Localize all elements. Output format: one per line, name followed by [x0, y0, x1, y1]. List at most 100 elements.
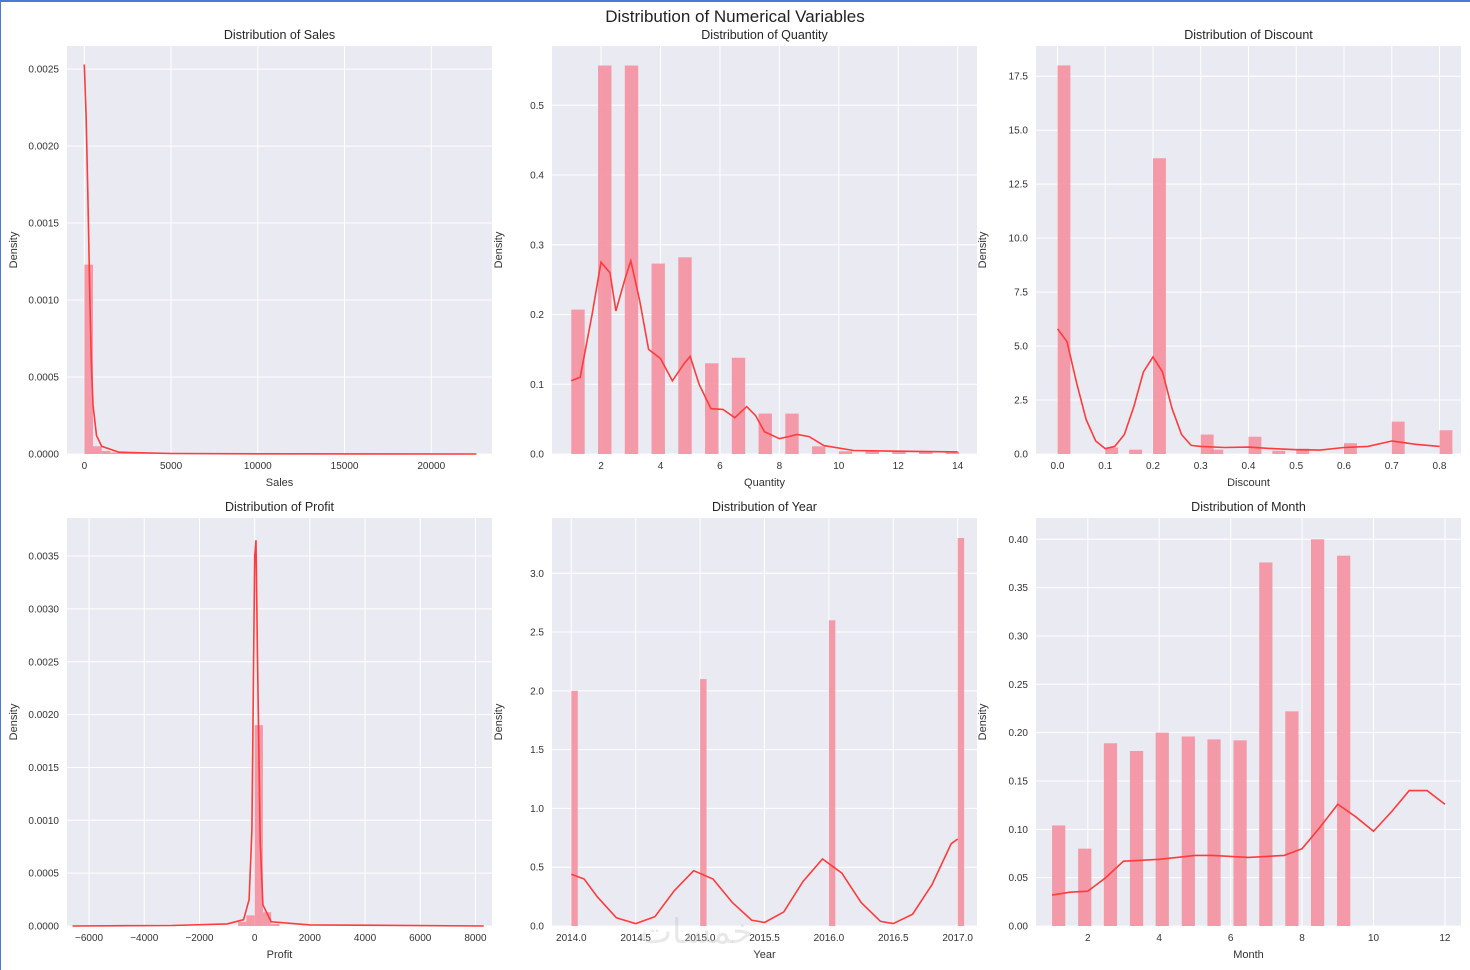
histogram-bar — [785, 413, 799, 454]
y-axis-label: Density — [8, 703, 20, 740]
x-tick-label: 10 — [1368, 933, 1380, 944]
histogram-bar — [957, 537, 965, 926]
x-tick-label: 10 — [833, 461, 845, 472]
y-axis-label: Density — [977, 231, 989, 268]
histogram-bar — [1296, 448, 1310, 454]
panel-title: Distribution of Sales — [224, 28, 335, 42]
histogram-bar — [571, 690, 578, 926]
histogram-bar — [1155, 732, 1169, 926]
plot-area — [1036, 518, 1461, 926]
y-tick-label: 2.5 — [1014, 396, 1028, 407]
histogram-bar — [945, 451, 960, 454]
histogram-bar — [571, 309, 585, 454]
histogram-bar — [624, 65, 639, 455]
panel-title: Distribution of Month — [1191, 500, 1306, 514]
x-tick-label: 2014.0 — [556, 933, 587, 944]
y-tick-label: 0.1 — [530, 380, 544, 391]
histogram-bar — [101, 450, 111, 454]
x-tick-label: 15000 — [331, 461, 359, 472]
histogram-bar — [828, 620, 836, 926]
histogram-bar — [1057, 65, 1071, 454]
histogram-bar — [1248, 436, 1262, 454]
y-tick-label: 15.0 — [1009, 126, 1029, 137]
histogram-bar — [700, 679, 707, 926]
x-tick-label: 2017.0 — [942, 933, 973, 944]
x-tick-label: 2 — [598, 461, 604, 472]
x-tick-label: 14 — [952, 461, 964, 472]
y-tick-label: 0.00 — [1009, 922, 1029, 933]
x-tick-label: 0.3 — [1194, 461, 1208, 472]
histogram-bar — [1285, 711, 1299, 926]
histogram-bar — [1105, 447, 1119, 454]
x-axis-label: Year — [753, 949, 776, 961]
histogram-bar — [1152, 158, 1166, 454]
y-tick-label: 0.20 — [1009, 728, 1029, 739]
y-axis-label: Density — [493, 703, 505, 740]
x-tick-label: 8 — [1299, 933, 1305, 944]
kde-line — [72, 540, 484, 927]
x-axis-label: Discount — [1227, 477, 1270, 489]
x-tick-label: 8 — [777, 461, 783, 472]
histogram-bar — [110, 452, 120, 454]
y-tick-label: 0.0010 — [28, 296, 59, 307]
histogram-bar — [1052, 825, 1066, 926]
x-tick-label: 12 — [1439, 933, 1451, 944]
plot-area — [67, 46, 492, 454]
y-tick-label: 5.0 — [1014, 342, 1028, 353]
x-axis-label: Profit — [267, 949, 293, 961]
histogram-bar — [1103, 743, 1118, 926]
kde-line — [1056, 328, 1440, 451]
kde-line — [571, 838, 959, 925]
y-tick-label: 7.5 — [1014, 288, 1028, 299]
y-tick-label: 0.40 — [1009, 535, 1029, 546]
y-tick-label: 0.0035 — [28, 552, 59, 563]
x-tick-label: 20000 — [417, 461, 445, 472]
y-tick-label: 0.5 — [530, 101, 544, 112]
figure-title: Distribution of Numerical Variables — [605, 7, 865, 26]
y-tick-label: 0.15 — [1009, 776, 1029, 787]
y-tick-label: 0.4 — [530, 171, 544, 182]
histogram-bar — [919, 451, 933, 454]
x-tick-label: 0.5 — [1289, 461, 1303, 472]
x-tick-label: 10000 — [244, 461, 272, 472]
histogram-bar — [1259, 562, 1273, 926]
histogram-bar — [678, 257, 692, 454]
x-tick-label: 4 — [658, 461, 664, 472]
histogram-bar — [1439, 430, 1453, 454]
y-tick-label: 0.0010 — [28, 816, 59, 827]
histogram-bar — [731, 357, 746, 454]
histogram-bar — [1391, 421, 1405, 454]
histogram-bar — [1210, 449, 1224, 454]
y-tick-label: 0.0015 — [28, 763, 59, 774]
panel-month: 0.00 0.05 0.10 0.15 0.20 0.25 0.30 0.35 0.40 2 4 6 8… — [977, 500, 1461, 961]
y-tick-label: 17.5 — [1009, 72, 1029, 83]
histogram-bar — [246, 915, 255, 926]
y-axis-label: Density — [8, 231, 20, 268]
y-tick-label: 0.30 — [1009, 631, 1029, 642]
y-tick-label: 0.0 — [530, 450, 544, 461]
plot-area — [552, 46, 977, 454]
x-axis-label: Month — [1233, 949, 1264, 961]
x-tick-label: 8000 — [464, 933, 487, 944]
histogram-bar — [1344, 443, 1357, 454]
x-tick-label: 2000 — [299, 933, 322, 944]
x-tick-label: 2016.0 — [814, 933, 845, 944]
panel-title: Distribution of Year — [712, 500, 817, 514]
x-tick-label: 6 — [717, 461, 723, 472]
y-tick-label: 0.10 — [1009, 825, 1029, 836]
panel-quantity: 0.0 0.1 0.2 0.3 0.4 0.5 2 4 6 8 10 12 14 Distribution… — [493, 28, 977, 489]
histogram-bar — [262, 912, 272, 926]
x-tick-label: 0.8 — [1433, 461, 1447, 472]
y-tick-label: 0.05 — [1009, 873, 1029, 884]
y-tick-label: 2.5 — [530, 628, 544, 639]
x-tick-label: 0.1 — [1098, 461, 1112, 472]
x-tick-label: 2015.5 — [749, 933, 780, 944]
histogram-bar — [1129, 449, 1143, 454]
panel-profit: 0.0000 0.0005 0.0010 0.0015 0.0020 0.0025 0.00… — [8, 500, 492, 961]
histogram-bar — [651, 263, 665, 454]
histogram-bar — [865, 451, 879, 454]
histogram-bar — [1078, 848, 1092, 926]
x-axis-label: Sales — [266, 477, 294, 489]
y-tick-label: 0.0005 — [28, 869, 59, 880]
